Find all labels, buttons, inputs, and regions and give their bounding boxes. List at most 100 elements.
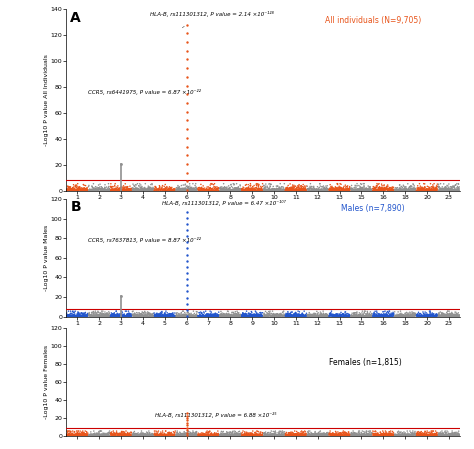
Point bbox=[289, 187, 296, 194]
Point bbox=[82, 182, 89, 189]
Point bbox=[311, 429, 319, 436]
Point bbox=[77, 431, 85, 439]
Point bbox=[418, 428, 425, 435]
Point bbox=[435, 313, 442, 320]
Point bbox=[109, 432, 117, 439]
Point bbox=[255, 313, 262, 320]
Point bbox=[89, 431, 97, 439]
Point bbox=[121, 313, 128, 320]
Point bbox=[71, 312, 78, 319]
Point bbox=[334, 181, 341, 188]
Point bbox=[421, 428, 429, 436]
Point bbox=[201, 313, 209, 320]
Point bbox=[63, 431, 71, 438]
Point bbox=[304, 185, 311, 192]
Point bbox=[295, 431, 302, 438]
Point bbox=[407, 183, 415, 190]
Point bbox=[311, 310, 319, 317]
Point bbox=[311, 187, 319, 194]
Point bbox=[236, 312, 244, 319]
Point bbox=[439, 187, 447, 194]
Point bbox=[280, 184, 287, 191]
Point bbox=[249, 431, 257, 438]
Point bbox=[204, 186, 212, 194]
Point bbox=[278, 429, 286, 436]
Point bbox=[146, 429, 154, 436]
Point bbox=[254, 431, 261, 439]
Point bbox=[211, 432, 219, 439]
Point bbox=[201, 309, 208, 317]
Point bbox=[86, 311, 93, 318]
Point bbox=[357, 431, 365, 439]
Point bbox=[439, 187, 447, 194]
Point bbox=[124, 183, 131, 190]
Point bbox=[69, 431, 76, 438]
Point bbox=[395, 312, 403, 319]
Point bbox=[192, 313, 200, 320]
Point bbox=[221, 312, 229, 319]
Point bbox=[276, 186, 284, 193]
Point bbox=[419, 310, 427, 317]
Point bbox=[112, 186, 119, 193]
Point bbox=[331, 431, 338, 439]
Point bbox=[441, 311, 449, 318]
Point bbox=[325, 431, 333, 439]
Point bbox=[98, 430, 106, 437]
Point bbox=[318, 431, 326, 438]
Point bbox=[274, 313, 282, 320]
Point bbox=[404, 187, 412, 194]
Point bbox=[74, 431, 82, 438]
Point bbox=[243, 431, 251, 438]
Point bbox=[359, 187, 366, 194]
Point bbox=[370, 186, 378, 194]
Point bbox=[454, 431, 461, 438]
Point bbox=[447, 310, 455, 317]
Point bbox=[164, 429, 172, 436]
Point bbox=[88, 431, 96, 438]
Point bbox=[275, 186, 283, 193]
Point bbox=[197, 185, 205, 192]
Point bbox=[137, 430, 145, 437]
Point bbox=[321, 431, 329, 438]
Point bbox=[374, 313, 382, 320]
Point bbox=[76, 185, 83, 192]
Point bbox=[98, 311, 106, 318]
Point bbox=[332, 185, 340, 193]
Point bbox=[419, 185, 427, 193]
Point bbox=[108, 311, 116, 318]
Point bbox=[117, 311, 124, 318]
Point bbox=[232, 312, 240, 319]
Point bbox=[229, 313, 237, 320]
Point bbox=[142, 431, 149, 439]
Point bbox=[195, 309, 203, 317]
Point bbox=[136, 432, 144, 439]
Point bbox=[418, 432, 426, 439]
Point bbox=[431, 430, 438, 437]
Point bbox=[87, 312, 94, 319]
Point bbox=[380, 187, 387, 194]
Point bbox=[304, 312, 312, 319]
Point bbox=[180, 181, 187, 189]
Point bbox=[444, 185, 451, 193]
Point bbox=[98, 311, 106, 318]
Point bbox=[203, 187, 210, 194]
Point bbox=[290, 185, 297, 192]
Point bbox=[71, 313, 79, 320]
Point bbox=[214, 431, 221, 438]
Point bbox=[255, 312, 263, 319]
Point bbox=[328, 311, 336, 318]
Point bbox=[417, 183, 424, 190]
Point bbox=[376, 187, 384, 194]
Point bbox=[113, 311, 121, 318]
Point bbox=[209, 187, 217, 194]
Point bbox=[238, 187, 246, 194]
Point bbox=[438, 185, 446, 192]
Point bbox=[208, 431, 215, 438]
Point bbox=[350, 186, 358, 194]
Point bbox=[173, 187, 181, 194]
Point bbox=[319, 430, 327, 437]
Point bbox=[264, 187, 272, 194]
Point bbox=[281, 311, 288, 318]
Point bbox=[310, 431, 318, 438]
Point bbox=[426, 186, 434, 193]
